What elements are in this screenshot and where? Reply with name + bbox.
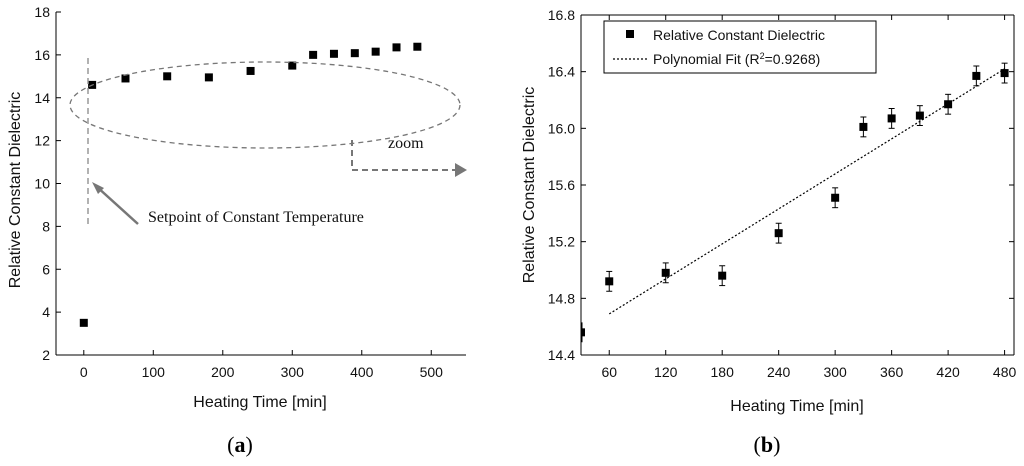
panel-b-data-point bbox=[605, 277, 614, 286]
panel-b-x-tick-label: 240 bbox=[767, 364, 791, 380]
panel-b-y-label: Relative Constant Dielectric bbox=[521, 87, 538, 284]
panel-b-x-label: Heating Time [min] bbox=[730, 398, 863, 415]
panel-b-legend: Relative Constant Dielectric Polynomial … bbox=[603, 20, 877, 74]
panel-b-chart: 14.4 14.8 15.2 15.6 16.0 16.4 16.8 60 120 180 240… bbox=[521, 7, 1016, 457]
panel-b-data-point bbox=[661, 268, 670, 277]
zoom-arrow-line bbox=[351, 140, 455, 171]
panel-a-x-label: Heating Time [min] bbox=[193, 394, 326, 411]
panel-b-x-tick-label: 480 bbox=[993, 364, 1017, 380]
panel-b-data-point bbox=[972, 71, 981, 80]
panel-b-x-tick-label: 360 bbox=[880, 364, 904, 380]
panel-a-data-point bbox=[163, 72, 172, 81]
panel-a-chart: 2 4 6 8 10 12 14 16 18 0 100 200 300 400 500 zoom Set… bbox=[7, 4, 467, 457]
panel-b-caption: (b) bbox=[754, 432, 781, 457]
panel-a-x-tick-label: 500 bbox=[420, 364, 444, 380]
panel-b-data-point bbox=[1000, 69, 1009, 78]
panel-a-data-point bbox=[413, 42, 422, 51]
zoom-ellipse bbox=[69, 61, 461, 149]
panel-a-data-point bbox=[204, 73, 213, 82]
panel-a-x-tick-label: 400 bbox=[350, 364, 374, 380]
setpoint-arrowhead bbox=[92, 182, 104, 194]
panel-a-y-tick-label: 16 bbox=[34, 47, 50, 63]
panel-a-data-point bbox=[309, 50, 318, 59]
panel-b-data-point bbox=[581, 328, 585, 337]
panel-b-data-point bbox=[859, 122, 868, 131]
panel-b-y-tick-label: 16.0 bbox=[548, 120, 575, 136]
zoom-arrowhead bbox=[455, 163, 467, 177]
panel-b-x-tick-label: 60 bbox=[601, 364, 617, 380]
panel-b-y-tick-label: 15.2 bbox=[548, 234, 575, 250]
panel-b-y-tick-label: 15.6 bbox=[548, 177, 575, 193]
legend-entry-fit: Polynomial Fit (R2=0.9268) bbox=[653, 51, 820, 67]
panel-a-x-tick-label: 100 bbox=[142, 364, 166, 380]
panel-a-data-point bbox=[329, 49, 338, 58]
panel-a-data-point bbox=[79, 318, 88, 327]
panel-b-data-point bbox=[887, 114, 896, 123]
panel-a-data-point bbox=[371, 47, 380, 56]
setpoint-label: Setpoint of Constant Temperature bbox=[148, 209, 364, 226]
panel-a-data-point bbox=[392, 43, 401, 52]
panel-b-x-tick-label: 120 bbox=[654, 364, 678, 380]
panel-a-data-point bbox=[246, 66, 255, 75]
panel-a-y-tick-label: 6 bbox=[42, 261, 50, 277]
panel-b-y-tick-label: 16.8 bbox=[548, 7, 575, 23]
legend-entry-data: Relative Constant Dielectric bbox=[653, 27, 825, 43]
panel-a-x-tick-label: 200 bbox=[211, 364, 235, 380]
panel-a-caption: (a) bbox=[227, 432, 253, 457]
panel-b-data-point bbox=[774, 229, 783, 238]
panel-a-x-tick-label: 300 bbox=[281, 364, 305, 380]
legend-marker-square bbox=[626, 30, 634, 38]
panel-b-y-tick-label: 14.4 bbox=[548, 347, 575, 363]
panel-b-data-point bbox=[944, 100, 953, 109]
panel-a-y-label: Relative Constant Dielectric bbox=[7, 92, 24, 289]
panel-a-y-tick-label: 10 bbox=[34, 176, 50, 192]
panel-a-y-tick-label: 12 bbox=[34, 133, 50, 149]
panel-b-x-tick-label: 300 bbox=[823, 364, 847, 380]
panel-b-fit-line bbox=[608, 68, 1005, 315]
panel-b-data-point bbox=[718, 271, 727, 280]
panel-b-y-tick-label: 16.4 bbox=[548, 64, 575, 80]
panel-b-data-point bbox=[915, 111, 924, 120]
panel-a-data-point bbox=[288, 61, 297, 70]
panel-a-y-tick-label: 8 bbox=[42, 218, 50, 234]
zoom-label: zoom bbox=[388, 135, 424, 152]
panel-a-data-point bbox=[350, 49, 359, 58]
panel-a-y-tick-label: 14 bbox=[34, 90, 50, 106]
panel-a-y-tick-label: 4 bbox=[42, 304, 50, 320]
panel-a-y-tick-label: 2 bbox=[42, 347, 50, 363]
panel-b-data-point bbox=[831, 193, 840, 202]
panel-b-x-tick-label: 180 bbox=[711, 364, 735, 380]
setpoint-arrow-line bbox=[95, 185, 139, 225]
panel-b-y-tick-label: 14.8 bbox=[548, 290, 575, 306]
panel-b-x-tick-label: 420 bbox=[936, 364, 960, 380]
panel-a-y-tick-label: 18 bbox=[34, 4, 50, 20]
panel-a-x-tick-label: 0 bbox=[80, 364, 88, 380]
panel-a-data-point bbox=[121, 74, 130, 83]
legend-box bbox=[603, 20, 877, 74]
